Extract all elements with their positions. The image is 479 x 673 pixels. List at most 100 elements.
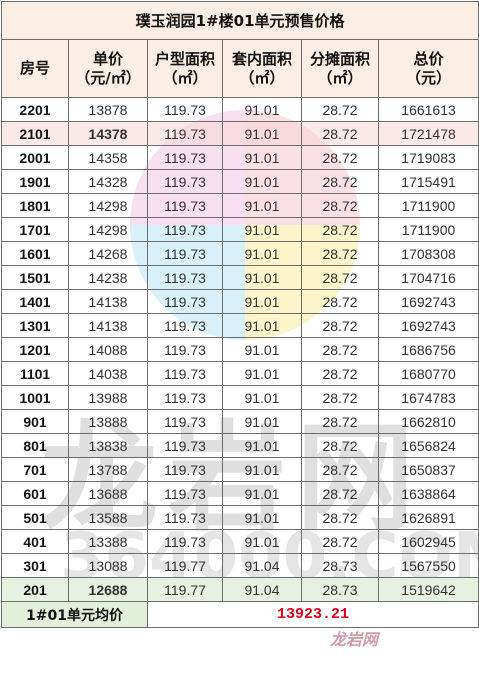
cell-inner-area: 91.01 [222, 385, 302, 410]
header-room: 房号 [1, 39, 69, 98]
cell-floor-area: 119.73 [147, 337, 223, 362]
cell-total-price: 1602945 [377, 529, 479, 554]
header-floor-area-unit: （㎡） [162, 68, 208, 87]
table-row: 401 13388 119.73 91.01 28.72 1602945 [1, 529, 479, 554]
table-row: 1701 14298 119.73 91.01 28.72 1711900 [1, 217, 479, 242]
header-shared-area-label: 分摊面积 [309, 49, 370, 68]
table-title: 璞玉润园1#楼01单元预售价格 [0, 1, 479, 40]
cell-total-price: 1692743 [377, 313, 479, 338]
cell-total-price: 1656824 [377, 433, 479, 458]
cell-shared-area: 28.72 [301, 97, 379, 122]
table-row: 1901 14328 119.73 91.01 28.72 1715491 [1, 169, 479, 194]
cell-room: 1401 [1, 289, 69, 314]
cell-room: 1701 [1, 217, 69, 242]
cell-floor-area: 119.73 [147, 265, 223, 290]
cell-shared-area: 28.73 [301, 577, 379, 602]
cell-room: 2201 [1, 97, 69, 122]
table-row: 1401 14138 119.73 91.01 28.72 1692743 [1, 289, 479, 314]
price-table: 璞玉润园1#楼01单元预售价格 房号 单价 （元/㎡） 户型面积 （㎡） 套内面积（… [0, 1, 479, 628]
table-row: 2101 14378 119.73 91.01 28.72 1721478 [1, 121, 479, 146]
cell-total-price: 1711900 [377, 217, 479, 242]
cell-floor-area: 119.73 [147, 121, 223, 146]
cell-shared-area: 28.72 [301, 457, 379, 482]
cell-inner-area: 91.01 [222, 265, 302, 290]
cell-room: 801 [1, 433, 69, 458]
cell-total-price: 1674783 [377, 385, 479, 410]
header-inner-area-label: 套内面积 [231, 49, 292, 68]
header-total-price-unit: （元） [406, 68, 452, 87]
cell-room: 501 [1, 505, 69, 530]
cell-total-price: 1650837 [377, 457, 479, 482]
cell-room: 1101 [1, 361, 69, 386]
cell-total-price: 1708308 [377, 241, 479, 266]
table-row: 1801 14298 119.73 91.01 28.72 1711900 [1, 193, 479, 218]
cell-total-price: 1638864 [377, 481, 479, 506]
cell-inner-area: 91.01 [222, 121, 302, 146]
cell-unit-price: 14298 [68, 193, 148, 218]
average-row: 1#01单元均价 13923.21 [1, 601, 479, 628]
header-total-price: 总价 （元） [377, 39, 479, 98]
title-row: 璞玉润园1#楼01单元预售价格 [0, 1, 479, 40]
cell-inner-area: 91.01 [222, 193, 302, 218]
table-row: 1101 14038 119.73 91.01 28.72 1680770 [1, 361, 479, 386]
cell-unit-price: 12688 [68, 577, 148, 602]
cell-inner-area: 91.01 [222, 337, 302, 362]
cell-inner-area: 91.01 [222, 169, 302, 194]
header-total-price-label: 总价 [413, 49, 444, 68]
header-inner-area: 套内面积 （㎡） [222, 39, 302, 98]
cell-total-price: 1704716 [377, 265, 479, 290]
cell-unit-price: 14328 [68, 169, 148, 194]
cell-floor-area: 119.73 [147, 481, 223, 506]
header-inner-area-unit: （㎡） [239, 68, 285, 87]
cell-floor-area: 119.73 [147, 241, 223, 266]
cell-inner-area: 91.01 [222, 529, 302, 554]
cell-room: 401 [1, 529, 69, 554]
cell-shared-area: 28.72 [301, 505, 379, 530]
cell-room: 301 [1, 553, 69, 578]
cell-floor-area: 119.77 [147, 577, 223, 602]
cell-room: 1201 [1, 337, 69, 362]
cell-unit-price: 13688 [68, 481, 148, 506]
table-row: 2201 13878 119.73 91.01 28.72 1661613 [1, 97, 479, 122]
cell-room: 1001 [1, 385, 69, 410]
cell-inner-area: 91.01 [222, 481, 302, 506]
cell-total-price: 1626891 [377, 505, 479, 530]
cell-total-price: 1680770 [377, 361, 479, 386]
cell-unit-price: 13588 [68, 505, 148, 530]
cell-floor-area: 119.73 [147, 529, 223, 554]
header-unit-price-unit: （元/㎡） [75, 68, 141, 87]
cell-total-price: 1721478 [377, 121, 479, 146]
table-row: 201 12688 119.77 91.04 28.73 1519642 [1, 577, 479, 602]
cell-inner-area: 91.01 [222, 361, 302, 386]
cell-total-price: 1567550 [377, 553, 479, 578]
cell-floor-area: 119.73 [147, 313, 223, 338]
cell-floor-area: 119.73 [147, 361, 223, 386]
cell-shared-area: 28.72 [301, 265, 379, 290]
cell-room: 1601 [1, 241, 69, 266]
cell-inner-area: 91.01 [222, 505, 302, 530]
cell-unit-price: 14378 [68, 121, 148, 146]
cell-inner-area: 91.01 [222, 457, 302, 482]
header-shared-area-unit: （㎡） [317, 68, 363, 87]
cell-room: 201 [1, 577, 69, 602]
cell-shared-area: 28.72 [301, 241, 379, 266]
cell-floor-area: 119.73 [147, 217, 223, 242]
cell-room: 1901 [1, 169, 69, 194]
table-row: 501 13588 119.73 91.01 28.72 1626891 [1, 505, 479, 530]
cell-floor-area: 119.73 [147, 433, 223, 458]
cell-room: 901 [1, 409, 69, 434]
cell-room: 701 [1, 457, 69, 482]
cell-inner-area: 91.04 [222, 553, 302, 578]
cell-room: 1801 [1, 193, 69, 218]
cell-room: 1501 [1, 265, 69, 290]
cell-floor-area: 119.73 [147, 169, 223, 194]
cell-total-price: 1719083 [377, 145, 479, 170]
cell-total-price: 1662810 [377, 409, 479, 434]
cell-shared-area: 28.73 [301, 553, 379, 578]
cell-inner-area: 91.04 [222, 577, 302, 602]
table-row: 1601 14268 119.73 91.01 28.72 1708308 [1, 241, 479, 266]
cell-room: 601 [1, 481, 69, 506]
cell-inner-area: 91.01 [222, 217, 302, 242]
cell-unit-price: 14238 [68, 265, 148, 290]
table-row: 701 13788 119.73 91.01 28.72 1650837 [1, 457, 479, 482]
